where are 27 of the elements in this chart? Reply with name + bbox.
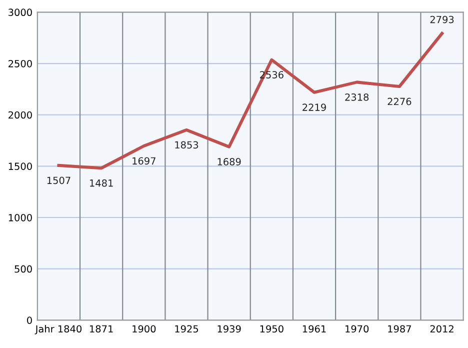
data-label: 1507 <box>47 176 70 184</box>
x-tick-label: Jahr 1840 <box>34 325 82 334</box>
x-tick-label: 1987 <box>388 325 411 333</box>
x-tick-label: 1970 <box>346 325 369 333</box>
x-tick-label: 1925 <box>175 325 198 333</box>
data-label: 1689 <box>218 158 241 166</box>
data-label: 2793 <box>430 16 454 24</box>
y-tick-label: 2500 <box>8 60 32 68</box>
x-tick-label: 1961 <box>302 325 326 333</box>
line-series <box>57 32 444 170</box>
y-tick-label: 1000 <box>8 214 32 222</box>
y-tick-label: 0 <box>27 316 32 324</box>
x-tick-label: 1950 <box>260 325 284 333</box>
x-tick-label: 1871 <box>90 325 113 333</box>
data-label: 1481 <box>90 179 113 187</box>
y-tick-label: 1500 <box>8 162 32 170</box>
data-label: 1853 <box>175 141 198 149</box>
data-label: 1697 <box>132 157 156 165</box>
y-tick-label: 3000 <box>8 8 32 16</box>
data-label: 2318 <box>345 93 369 101</box>
data-label: 2276 <box>388 98 412 106</box>
x-tick-label: 1900 <box>132 325 156 333</box>
x-tick-label: 1939 <box>218 325 241 333</box>
y-tick-label: 500 <box>14 265 32 273</box>
data-label: 2219 <box>302 104 326 111</box>
y-tick-label: 2000 <box>8 111 32 119</box>
x-tick-label: 2012 <box>430 325 454 333</box>
